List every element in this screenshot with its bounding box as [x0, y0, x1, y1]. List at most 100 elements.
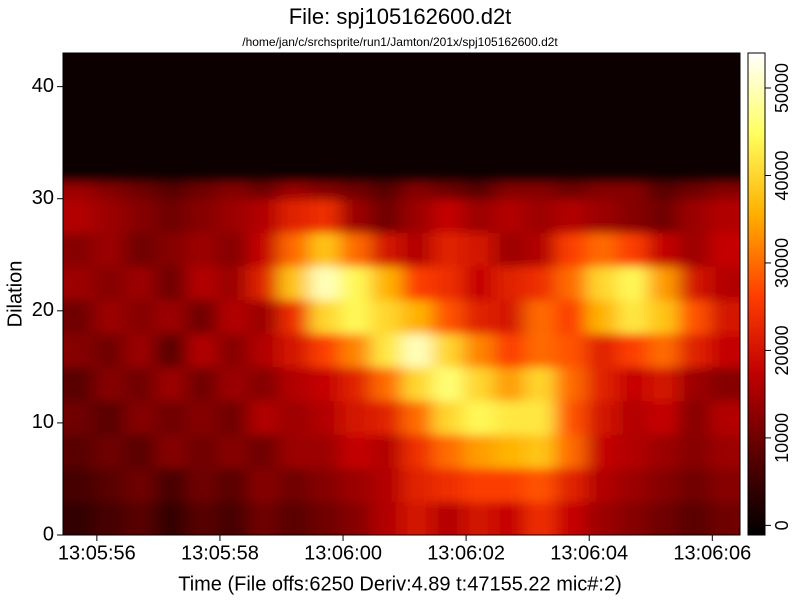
heat-cell [216, 181, 249, 200]
heat-cell [401, 198, 433, 233]
heat-cell [709, 501, 740, 535]
heat-cell [309, 232, 341, 267]
heat-cell [586, 299, 618, 334]
heat-cell [247, 299, 280, 334]
heat-cell [524, 198, 556, 233]
heat-cell [278, 366, 310, 402]
heat-cell [247, 198, 280, 233]
chart-subtitle: /home/jan/c/srchsprite/run1/Jamton/201x/… [242, 35, 558, 49]
heat-cell [63, 299, 95, 334]
heat-cell [186, 400, 218, 435]
heat-cell [186, 232, 218, 267]
heat-cell [155, 232, 187, 267]
heat-cell [524, 53, 556, 183]
heat-cell [401, 366, 433, 402]
heat-cell [647, 467, 680, 502]
heat-cell [432, 53, 464, 183]
heat-cell [339, 434, 372, 469]
colorbar-tick-label: 40000 [772, 150, 792, 200]
heat-cell [493, 400, 526, 435]
heat-cell [616, 53, 649, 183]
heat-cell [278, 467, 310, 502]
heat-cell [709, 333, 740, 368]
heat-cell [186, 198, 218, 233]
heat-cell [124, 53, 156, 183]
heat-cell [216, 501, 249, 535]
heat-cell [678, 434, 710, 469]
heat-cell [432, 400, 464, 435]
heat-cell [647, 400, 680, 435]
heat-cell [709, 232, 740, 267]
heat-cell [432, 366, 464, 402]
heat-cell [616, 366, 649, 402]
x-tick-label: 13:06:06 [673, 542, 751, 564]
y-tick-label: 30 [32, 187, 54, 209]
heat-cell [339, 299, 372, 334]
heat-cell [93, 53, 126, 183]
heat-cell [493, 434, 526, 469]
heat-cell [493, 181, 526, 200]
heat-cell [401, 333, 433, 368]
heat-cell [124, 467, 156, 502]
heat-cell [401, 501, 433, 535]
heat-cell [555, 434, 587, 469]
heat-cell [339, 400, 372, 435]
heat-cell [309, 265, 341, 301]
heat-cell [524, 299, 556, 334]
chart-title: File: spj105162600.d2t [289, 4, 512, 29]
heat-cell [524, 400, 556, 435]
heat-cell [616, 232, 649, 267]
colorbar [747, 52, 766, 536]
heat-cell [463, 366, 495, 402]
y-tick-label: 0 [43, 523, 54, 545]
heat-cell [555, 333, 587, 368]
heat-cell [616, 400, 649, 435]
heat-cell [493, 366, 526, 402]
heat-cell [678, 181, 710, 200]
heat-cell [370, 400, 403, 435]
heat-cell [186, 366, 218, 402]
heat-cell [278, 299, 310, 334]
heat-cell [93, 434, 126, 469]
heat-cell [678, 501, 710, 535]
heat-cell [309, 53, 341, 183]
heat-cell [463, 434, 495, 469]
heat-cell [432, 198, 464, 233]
heat-cell [155, 198, 187, 233]
heat-cell [339, 467, 372, 502]
heat-cell [155, 333, 187, 368]
heat-cell [124, 400, 156, 435]
heat-cell [63, 265, 95, 301]
heat-cell [586, 333, 618, 368]
heat-cell [586, 265, 618, 301]
heat-cell [278, 232, 310, 267]
heat-cell [616, 181, 649, 200]
heat-cell [463, 265, 495, 301]
heat-cell [401, 467, 433, 502]
heat-cell [216, 299, 249, 334]
heat-cell [155, 400, 187, 435]
heat-cell [709, 265, 740, 301]
heat-cell [124, 232, 156, 267]
heat-cell [524, 181, 556, 200]
heat-cell [647, 53, 680, 183]
heat-cell [309, 299, 341, 334]
heat-cell [124, 265, 156, 301]
heat-cell [463, 299, 495, 334]
heat-cell [186, 333, 218, 368]
heat-cell [63, 181, 95, 200]
heat-cell [647, 366, 680, 402]
heat-cell [339, 366, 372, 402]
heat-cell [647, 333, 680, 368]
heat-cell [493, 467, 526, 502]
heat-cell [93, 467, 126, 502]
heat-cell [709, 198, 740, 233]
heat-cell [278, 265, 310, 301]
heat-cell [339, 232, 372, 267]
heat-cell [124, 501, 156, 535]
heat-cell [401, 400, 433, 435]
heat-cell [586, 366, 618, 402]
heat-cell [278, 198, 310, 233]
heat-cell [124, 366, 156, 402]
heat-cell [586, 198, 618, 233]
